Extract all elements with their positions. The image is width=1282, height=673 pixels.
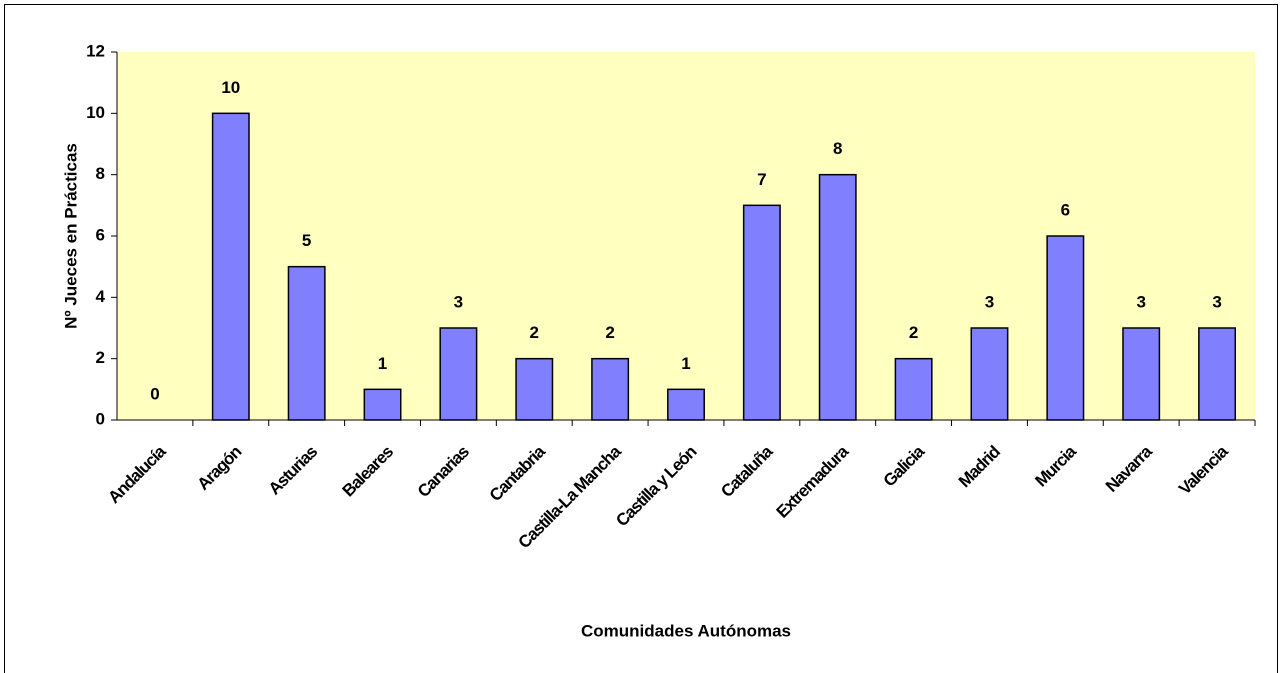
bar xyxy=(1198,327,1237,421)
data-label: 0 xyxy=(150,384,159,403)
data-label: 3 xyxy=(454,292,463,311)
data-label: 2 xyxy=(909,323,918,342)
x-axis-title: Comunidades Autónomas xyxy=(581,621,791,640)
bar xyxy=(1046,235,1085,421)
bar xyxy=(894,357,933,421)
bar xyxy=(1122,327,1161,421)
data-label: 3 xyxy=(1212,292,1221,311)
bar xyxy=(439,327,478,421)
y-tick-label: 12 xyxy=(86,41,105,60)
bar xyxy=(515,357,554,421)
data-label: 3 xyxy=(985,292,994,311)
data-label: 10 xyxy=(221,78,240,97)
data-label: 1 xyxy=(681,354,690,373)
bar xyxy=(211,112,250,421)
y-tick-label: 4 xyxy=(96,287,106,306)
bar xyxy=(742,204,781,421)
data-label: 1 xyxy=(378,354,387,373)
data-label: 8 xyxy=(833,139,842,158)
bar xyxy=(818,173,857,421)
data-label: 2 xyxy=(530,323,539,342)
y-tick-label: 2 xyxy=(96,348,105,367)
data-label: 7 xyxy=(757,170,766,189)
data-label: 6 xyxy=(1061,200,1070,219)
data-label: 2 xyxy=(605,323,614,342)
bar xyxy=(591,357,630,421)
bar xyxy=(970,327,1009,421)
y-axis-title: Nº Jueces en Prácticas xyxy=(61,143,80,329)
y-tick-label: 10 xyxy=(86,103,105,122)
y-tick-label: 0 xyxy=(96,409,105,428)
y-tick-label: 8 xyxy=(96,164,105,183)
bar xyxy=(363,388,402,421)
data-label: 5 xyxy=(302,231,311,250)
y-tick-label: 6 xyxy=(96,225,105,244)
bar xyxy=(287,265,326,421)
bar xyxy=(667,388,705,421)
data-label: 3 xyxy=(1136,292,1145,311)
